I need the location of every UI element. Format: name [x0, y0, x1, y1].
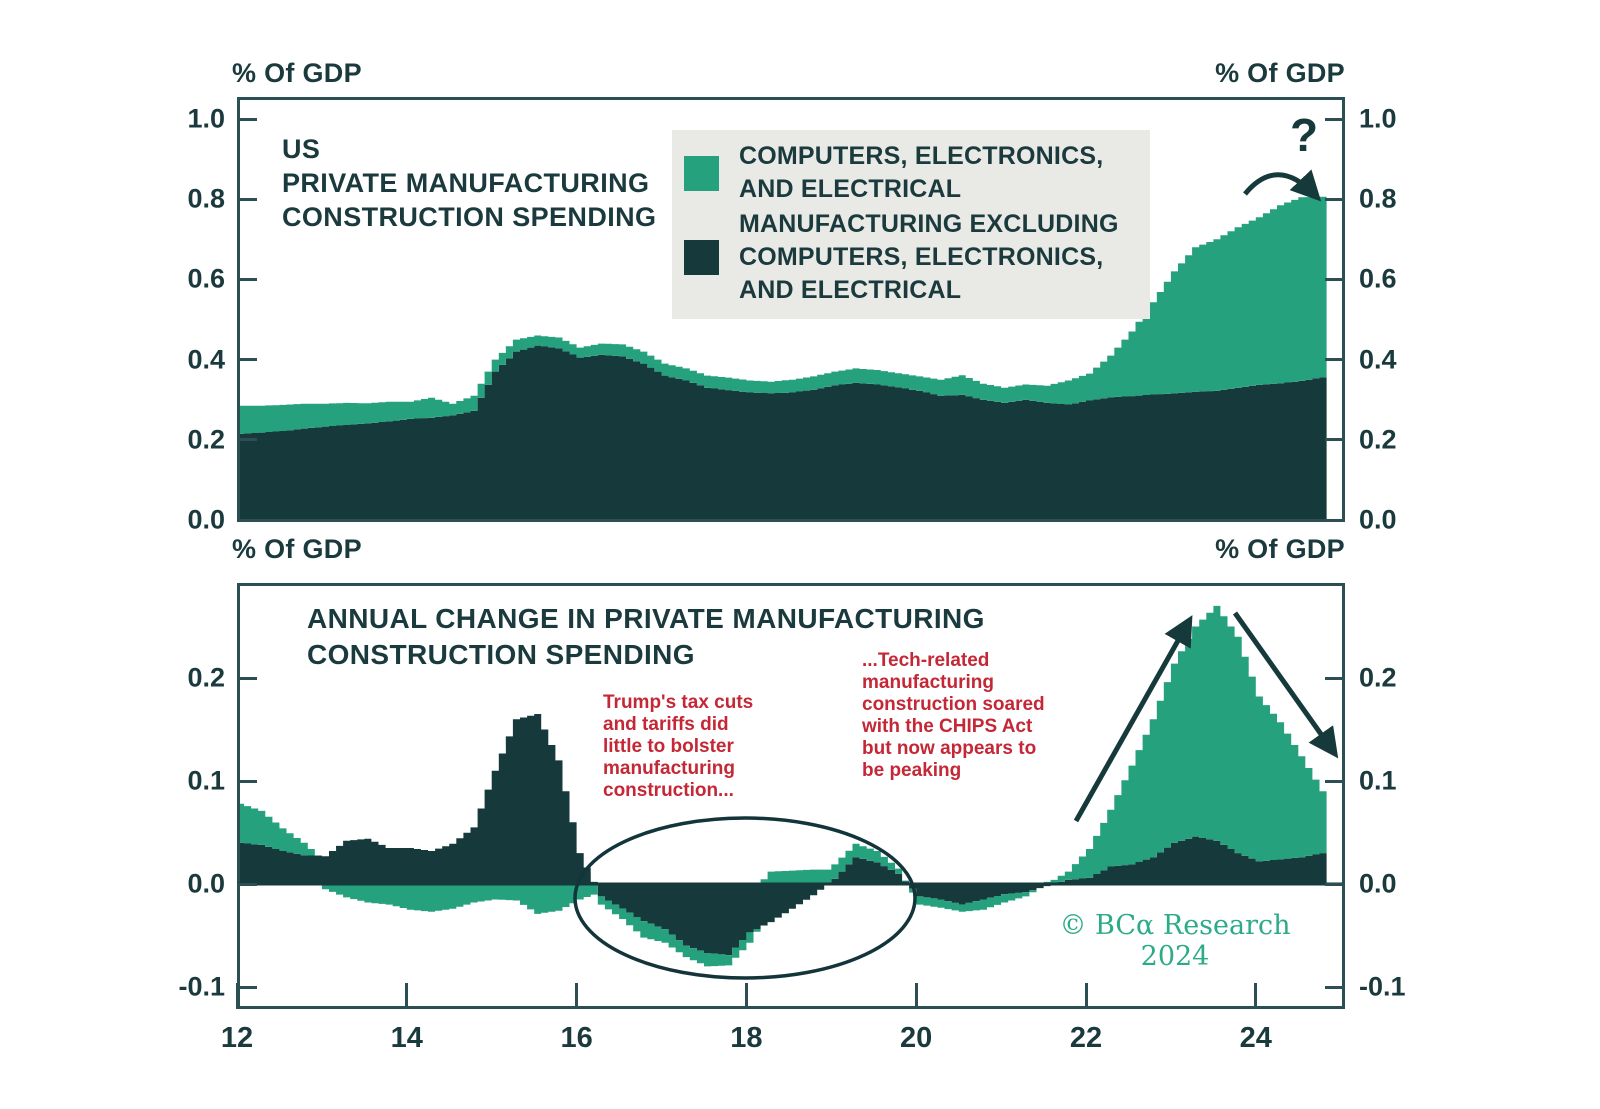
legend-entry-ex-computers: MANUFACTURING EXCLUDING COMPUTERS, ELECT… — [684, 208, 1138, 307]
y-tick-mark — [1325, 197, 1345, 201]
y-tick-mark — [237, 518, 257, 522]
y-tick-label: 0.0 — [1359, 504, 1397, 535]
y-tick-mark — [1325, 779, 1345, 783]
x-tick-mark — [575, 983, 579, 1009]
legend-swatch-green — [684, 155, 719, 191]
y-tick-mark — [1325, 518, 1345, 522]
y-tick-label: 0.0 — [187, 868, 225, 899]
legend-entry-computers: COMPUTERS, ELECTRONICS, AND ELECTRICAL — [684, 140, 1138, 206]
x-tick-mark — [744, 983, 748, 1009]
y-tick-label: 0.4 — [1359, 344, 1397, 375]
question-mark-annotation: ? — [1290, 109, 1319, 161]
y-tick-label: -0.1 — [1359, 971, 1406, 1002]
y-tick-mark — [237, 277, 257, 281]
y-tick-mark — [1325, 117, 1345, 121]
x-tick-mark — [405, 983, 409, 1009]
y-tick-label: 0.2 — [187, 662, 225, 693]
x-tick-label: 14 — [390, 1022, 423, 1054]
y-tick-mark — [1325, 882, 1345, 886]
y-tick-mark — [237, 117, 257, 121]
y-tick-label: 1.0 — [1359, 103, 1397, 134]
y-tick-mark — [1325, 985, 1345, 989]
bottom-chart-bars — [237, 605, 1327, 967]
legend-label-ex-computers: MANUFACTURING EXCLUDING COMPUTERS, ELECT… — [739, 210, 1119, 304]
annotation-chips-act: ...Tech-related manufacturing constructi… — [862, 650, 1045, 781]
x-tick-mark — [1254, 983, 1258, 1009]
y-tick-mark — [1325, 277, 1345, 281]
y-tick-mark — [237, 882, 257, 886]
annotation-tax-cuts: Trump's tax cuts and tariffs did little … — [603, 692, 754, 801]
y-tick-mark — [237, 197, 257, 201]
top-chart-title: US PRIVATE MANUFACTURING CONSTRUCTION SP… — [282, 134, 657, 232]
bottom-axis-unit-right: % Of GDP — [1215, 534, 1345, 564]
top-axis-unit-right: % Of GDP — [1215, 58, 1345, 88]
x-tick-mark — [1084, 983, 1088, 1009]
y-tick-mark — [1325, 358, 1345, 362]
x-tick-label: 20 — [900, 1022, 933, 1054]
y-tick-label: 0.8 — [187, 183, 225, 214]
series-green-area — [237, 605, 1327, 967]
y-tick-mark — [1325, 676, 1345, 680]
x-tick-label: 12 — [220, 1022, 254, 1054]
y-tick-mark — [237, 779, 257, 783]
x-tick-label: 18 — [730, 1022, 763, 1054]
x-tick-mark — [914, 983, 918, 1009]
y-tick-label: 0.6 — [1359, 263, 1397, 294]
y-tick-label: 0.0 — [187, 504, 225, 535]
y-tick-label: 0.2 — [187, 424, 225, 455]
series-green-area — [237, 196, 1327, 434]
y-tick-label: 0.0 — [1359, 868, 1397, 899]
y-tick-label: 1.0 — [187, 103, 225, 134]
y-tick-label: 0.1 — [1359, 765, 1397, 796]
x-tick-mark — [235, 983, 239, 1009]
y-tick-label: 0.1 — [187, 765, 225, 796]
y-tick-label: 0.2 — [1359, 662, 1397, 693]
y-tick-mark — [1325, 438, 1345, 442]
legend: COMPUTERS, ELECTRONICS, AND ELECTRICAL M… — [672, 130, 1150, 319]
bottom-axis-unit-left: % Of GDP — [232, 534, 362, 564]
legend-label-computers: COMPUTERS, ELECTRONICS, AND ELECTRICAL — [739, 142, 1104, 203]
y-tick-mark — [237, 985, 257, 989]
y-tick-label: 0.4 — [187, 344, 225, 375]
bottom-chart-title: ANNUAL CHANGE IN PRIVATE MANUFACTURING C… — [307, 603, 985, 670]
y-tick-label: 0.8 — [1359, 183, 1397, 214]
series-dark-area — [237, 714, 1327, 956]
top-chart-panel: US PRIVATE MANUFACTURING CONSTRUCTION SP… — [187, 97, 1397, 535]
y-tick-label: 0.6 — [187, 263, 225, 294]
y-tick-label: -0.1 — [178, 971, 225, 1002]
y-tick-mark — [237, 676, 257, 680]
y-tick-mark — [237, 438, 257, 442]
series-dark-area — [237, 345, 1327, 520]
y-tick-label: 0.2 — [1359, 424, 1397, 455]
top-chart-bars — [237, 196, 1327, 520]
x-tick-label: 24 — [1239, 1022, 1272, 1054]
copyright-notice: © BCα Research 2024 — [1059, 910, 1291, 972]
x-tick-label: 22 — [1069, 1022, 1103, 1054]
y-tick-mark — [237, 358, 257, 362]
top-axis-unit-left: % Of GDP — [232, 58, 362, 88]
x-tick-label: 16 — [560, 1022, 593, 1054]
legend-swatch-dark — [684, 240, 719, 275]
